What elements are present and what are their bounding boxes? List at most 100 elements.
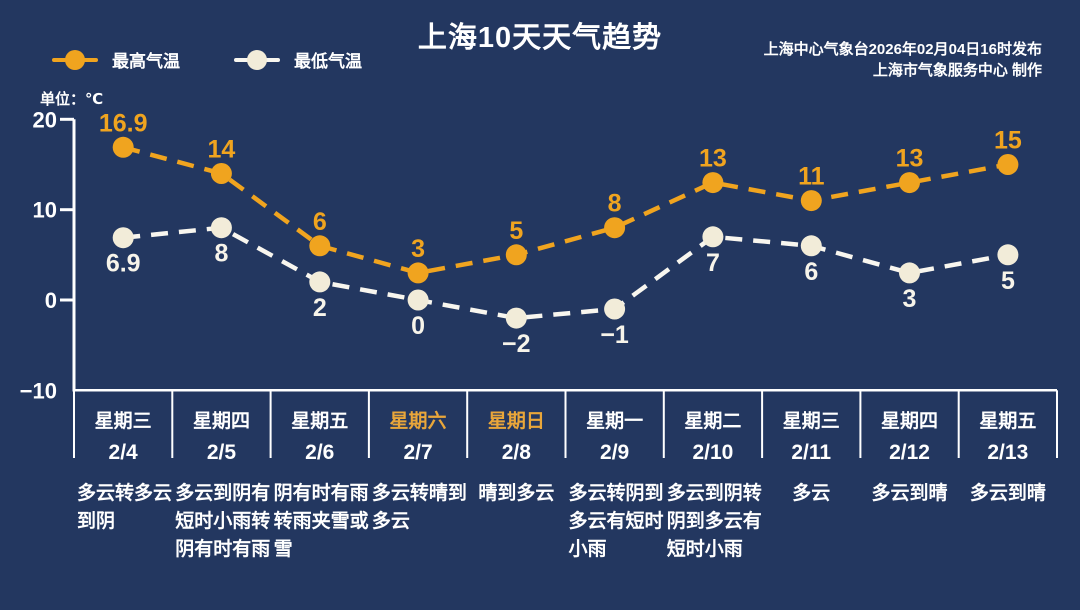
data-point-marker — [309, 271, 331, 293]
value-label: 3 — [411, 235, 425, 263]
value-label: 3 — [903, 285, 917, 313]
data-point-marker — [997, 154, 1019, 175]
value-label: −2 — [502, 330, 531, 358]
trend-line-high — [122, 145, 1009, 276]
weather-text: 多云到阴转 阴到多云有 短时小雨 — [666, 483, 762, 560]
day-column: 星期一 2/9 多云转阴到 多云有短时 小雨 — [565, 396, 663, 564]
issue-time-text: 上海中心气象台2026年02月04日16时发布 — [763, 41, 1042, 58]
date-label: 2/6 — [305, 441, 335, 464]
value-label: 7 — [706, 249, 720, 277]
y-tick-label: −10 — [20, 378, 57, 403]
weekday-label: 星期三 — [94, 411, 152, 432]
value-label: 16.9 — [99, 109, 148, 137]
date-label: 2/7 — [403, 441, 433, 464]
weekday-label: 星期日 — [487, 411, 545, 432]
weekday-label: 星期一 — [586, 411, 644, 432]
forecast-table: 星期三 2/4 多云转多云 到阴 星期四 2/5 多云到阴有 短时小雨转 阴有时… — [74, 396, 1057, 564]
data-point-marker — [800, 190, 822, 212]
legend-label-high: 最高气温 — [112, 52, 180, 71]
date-label: 2/13 — [987, 441, 1029, 464]
value-label: 0 — [411, 312, 425, 340]
legend-item-high: 最高气温 — [52, 47, 180, 72]
y-tick-label: 10 — [33, 198, 57, 223]
weather-text: 多云转晴到 多云 — [371, 483, 467, 532]
value-label: 5 — [509, 217, 523, 245]
data-point-marker — [899, 172, 920, 194]
data-point-marker — [702, 226, 724, 248]
data-point-marker — [505, 244, 527, 266]
source-info: 上海中心气象台2026年02月04日16时发布 上海市气象服务中心 制作 — [764, 39, 1042, 81]
day-column: 星期四 2/12 多云到晴 — [860, 396, 958, 564]
data-point-marker — [702, 172, 724, 194]
date-label: 2/10 — [692, 441, 734, 464]
weekday-label: 星期四 — [192, 411, 250, 432]
data-point-marker — [112, 136, 134, 158]
day-column: 星期四 2/5 多云到阴有 短时小雨转 阴有时有雨 — [172, 396, 270, 564]
value-label: −1 — [600, 321, 629, 349]
date-label: 2/9 — [600, 441, 630, 464]
value-label: 6 — [313, 208, 327, 236]
weekday-label: 星期二 — [684, 411, 742, 432]
producer-text: 上海市气象服务中心 制作 — [872, 62, 1042, 79]
weather-text: 晴到多云 — [478, 483, 555, 504]
data-point-marker — [112, 227, 134, 249]
day-column: 星期三 2/4 多云转多云 到阴 — [74, 396, 172, 564]
value-label: 2 — [313, 294, 327, 322]
low-temp-marker-icon — [234, 49, 280, 70]
day-column-weekend: 星期六 2/7 多云转晴到 多云 — [369, 396, 467, 564]
weekday-label: 星期五 — [291, 411, 349, 432]
weekday-label: 星期六 — [389, 411, 447, 432]
high-temp-marker-icon — [52, 49, 98, 70]
value-label: 6.9 — [106, 250, 141, 278]
weather-text: 多云 — [792, 483, 831, 504]
date-label: 2/8 — [501, 441, 531, 464]
date-label: 2/5 — [206, 441, 237, 464]
legend-label-low: 最低气温 — [294, 52, 362, 71]
legend-item-low: 最低气温 — [234, 47, 362, 72]
unit-label: 单位：℃ — [40, 91, 104, 108]
value-label: 15 — [994, 127, 1022, 155]
y-tick-label: 20 — [33, 107, 57, 132]
data-point-marker — [309, 235, 331, 257]
weather-text: 多云到晴 — [969, 483, 1046, 504]
value-label: 11 — [798, 163, 825, 191]
data-point-marker — [800, 235, 822, 257]
value-label: 8 — [608, 190, 622, 218]
date-label: 2/4 — [108, 441, 138, 464]
day-column: 星期三 2/11 多云 — [762, 396, 860, 564]
day-column: 星期五 2/6 阴有时有雨 转雨夹雪或 雪 — [271, 396, 369, 564]
data-point-marker — [997, 244, 1019, 266]
value-label: 13 — [896, 145, 924, 173]
value-label: 5 — [1001, 267, 1015, 295]
legend: 最高气温 最低气温 — [52, 47, 362, 72]
data-point-marker — [210, 217, 232, 239]
value-label: 13 — [699, 145, 727, 173]
value-label: 6 — [804, 258, 818, 286]
data-point-marker — [505, 307, 527, 329]
weather-text: 多云转多云 到阴 — [77, 483, 173, 532]
date-label: 2/11 — [791, 441, 832, 464]
day-column: 星期二 2/10 多云到阴转 阴到多云有 短时小雨 — [664, 396, 762, 564]
day-column-weekend: 星期日 2/8 晴到多云 — [467, 396, 565, 564]
weather-text: 多云到晴 — [871, 483, 948, 504]
data-point-marker — [604, 298, 626, 320]
data-point-marker — [604, 217, 626, 239]
data-point-marker — [210, 163, 232, 184]
y-tick-label: 0 — [45, 288, 57, 313]
date-label: 2/12 — [889, 441, 930, 464]
weather-text: 多云转阴到 多云有短时 小雨 — [568, 483, 664, 560]
weekday-label: 星期三 — [782, 411, 840, 432]
weekday-label: 星期四 — [881, 411, 939, 432]
value-label: 14 — [207, 136, 235, 164]
weather-text: 阴有时有雨 转雨夹雪或 雪 — [273, 483, 369, 560]
weather-text: 多云到阴有 短时小雨转 阴有时有雨 — [175, 483, 271, 560]
data-point-marker — [899, 262, 920, 284]
data-point-marker — [407, 262, 429, 284]
value-label: 8 — [214, 240, 228, 268]
trend-line-low — [122, 225, 1009, 321]
data-point-marker — [407, 289, 429, 311]
weekday-label: 星期五 — [979, 411, 1037, 432]
day-column: 星期五 2/13 多云到晴 — [959, 396, 1057, 564]
